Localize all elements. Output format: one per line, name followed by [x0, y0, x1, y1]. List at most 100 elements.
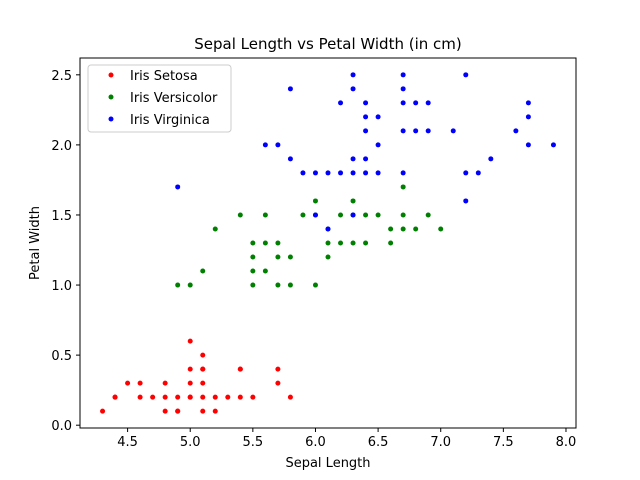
data-point-series-1-33 — [388, 240, 394, 246]
data-point-series-0-18 — [200, 352, 206, 358]
data-point-series-2-19 — [363, 128, 369, 134]
data-point-series-1-3 — [212, 226, 218, 232]
data-point-series-0-3 — [125, 380, 131, 386]
data-point-series-1-15 — [287, 254, 293, 260]
y-tick-label-3: 1.5 — [51, 209, 72, 224]
plot-frame — [79, 57, 577, 429]
data-point-series-2-17 — [363, 100, 369, 106]
data-point-series-2-21 — [363, 170, 369, 176]
data-point-series-0-5 — [137, 394, 143, 400]
data-point-series-1-24 — [338, 212, 344, 218]
y-tick-label-1: 0.5 — [51, 349, 72, 364]
legend-label-versicolor: Iris Versicolor — [130, 91, 218, 106]
data-point-series-2-38 — [475, 170, 481, 176]
data-point-series-2-3 — [287, 86, 293, 92]
data-point-series-1-6 — [250, 254, 256, 260]
y-tick-label-0: 0.0 — [51, 419, 72, 434]
data-point-series-1-23 — [325, 254, 331, 260]
data-point-series-0-10 — [175, 394, 181, 400]
data-point-series-1-8 — [250, 282, 256, 288]
data-point-series-1-16 — [287, 282, 293, 288]
data-point-series-0-29 — [237, 394, 243, 400]
data-point-series-0-25 — [212, 408, 218, 414]
data-point-series-2-4 — [287, 156, 293, 162]
data-point-series-1-34 — [400, 184, 406, 190]
data-point-series-1-39 — [438, 226, 444, 232]
y-axis-label: Petal Width — [28, 206, 43, 280]
data-point-series-1-36 — [400, 226, 406, 232]
data-point-series-1-29 — [363, 212, 369, 218]
data-point-series-1-1 — [187, 282, 193, 288]
data-point-series-0-6 — [150, 394, 156, 400]
data-point-series-0-12 — [175, 408, 181, 414]
data-point-series-1-5 — [250, 240, 256, 246]
x-tick-label-5: 7.0 — [430, 435, 451, 450]
data-point-series-0-4 — [137, 380, 143, 386]
x-tick-label-6: 7.5 — [493, 435, 514, 450]
data-point-series-0-21 — [200, 380, 206, 386]
legend-label-virginica: Iris Virginica — [130, 113, 210, 128]
data-point-series-1-13 — [275, 254, 281, 260]
data-point-series-0-24 — [212, 394, 218, 400]
x-tick-label-4: 6.5 — [368, 435, 389, 450]
data-point-series-1-26 — [350, 198, 356, 204]
data-point-series-2-10 — [338, 100, 344, 106]
x-tick-label-0: 4.5 — [117, 435, 138, 450]
data-point-series-2-29 — [400, 170, 406, 176]
data-point-series-2-42 — [525, 114, 531, 120]
legend-label-setosa: Iris Setosa — [130, 69, 198, 84]
data-point-series-1-11 — [262, 268, 268, 274]
data-point-series-1-37 — [413, 226, 419, 232]
data-point-series-1-30 — [363, 240, 369, 246]
data-point-series-0-15 — [187, 380, 193, 386]
data-point-series-2-44 — [550, 142, 556, 148]
data-point-series-1-17 — [300, 212, 306, 218]
data-point-series-2-26 — [400, 86, 406, 92]
data-point-series-2-5 — [300, 170, 306, 176]
data-point-series-1-2 — [200, 268, 206, 274]
data-point-series-0-32 — [275, 380, 281, 386]
x-tick-label-7: 8.0 — [556, 435, 577, 450]
data-point-series-2-15 — [350, 170, 356, 176]
x-axis-label: Sepal Length — [285, 456, 370, 471]
y-tick-label-4: 2.0 — [51, 139, 72, 154]
data-point-series-1-12 — [275, 240, 281, 246]
legend-marker-virginica — [108, 116, 114, 122]
data-point-series-1-10 — [262, 240, 268, 246]
data-point-series-0-9 — [162, 408, 168, 414]
points-layer — [100, 72, 556, 414]
data-point-series-2-22 — [375, 114, 381, 120]
data-point-series-2-41 — [525, 100, 531, 106]
x-tick-label-2: 5.5 — [243, 435, 264, 450]
data-point-series-1-0 — [175, 282, 181, 288]
data-point-series-2-40 — [513, 128, 519, 134]
data-point-series-0-14 — [187, 366, 193, 372]
legend-box — [87, 64, 232, 133]
data-point-series-2-25 — [400, 72, 406, 78]
data-point-series-2-12 — [350, 72, 356, 78]
legend-marker-versicolor — [108, 94, 114, 100]
data-point-series-2-35 — [463, 72, 469, 78]
data-point-series-2-8 — [325, 170, 331, 176]
y-tick-label-5: 2.5 — [51, 69, 72, 84]
data-point-series-2-34 — [450, 128, 456, 134]
data-point-series-2-24 — [375, 170, 381, 176]
data-point-series-0-31 — [275, 366, 281, 372]
data-point-series-0-2 — [112, 394, 118, 400]
data-point-series-0-28 — [237, 366, 243, 372]
data-point-series-2-11 — [338, 170, 344, 176]
data-point-series-1-31 — [375, 212, 381, 218]
x-tick-label-3: 6.0 — [305, 435, 326, 450]
data-point-series-1-7 — [250, 268, 256, 274]
data-point-series-0-8 — [162, 394, 168, 400]
data-point-series-2-2 — [275, 142, 281, 148]
data-point-series-2-36 — [463, 170, 469, 176]
data-point-series-0-22 — [200, 394, 206, 400]
data-point-series-2-39 — [488, 156, 494, 162]
x-axis-ticks: 4.5 5.0 5.5 6.0 6.5 7.0 7.5 8.0 — [117, 428, 576, 450]
data-point-series-2-20 — [363, 156, 369, 162]
y-tick-label-2: 1.0 — [51, 279, 72, 294]
data-point-series-0-7 — [162, 380, 168, 386]
